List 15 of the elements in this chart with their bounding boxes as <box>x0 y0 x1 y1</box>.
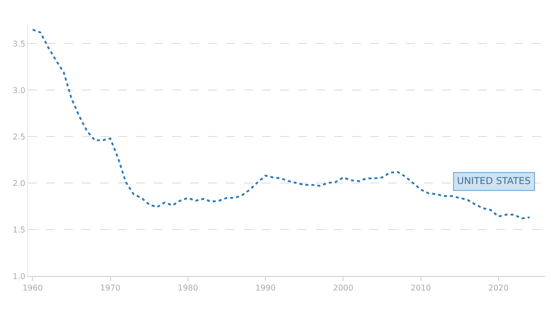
y-tick-label: 3.0 <box>12 86 26 95</box>
x-tick-label: 1960 <box>22 284 43 293</box>
x-tick-label: 1990 <box>255 284 276 293</box>
series-label: UNITED STATES <box>457 176 531 187</box>
y-tick-label: 1.5 <box>12 225 26 234</box>
y-tick-label: 1.0 <box>12 272 26 281</box>
x-tick-label: 1980 <box>178 284 198 293</box>
y-tick-label: 2.0 <box>12 178 26 188</box>
x-tick-label: 2000 <box>332 284 354 293</box>
line-series <box>32 28 530 220</box>
y-tick-label: 2.5 <box>12 132 26 142</box>
y-tick-label: 3.5 <box>12 39 26 48</box>
x-tick-label: 1970 <box>100 284 120 293</box>
x-tick-label: 2010 <box>410 284 431 293</box>
x-tick-label: 2020 <box>488 284 509 293</box>
